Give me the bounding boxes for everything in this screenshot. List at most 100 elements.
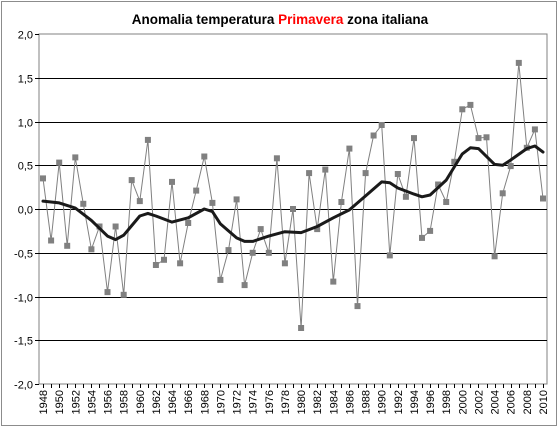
x-tick-label: 1960: [135, 390, 147, 414]
data-point: [241, 282, 248, 289]
x-tick-label: 2006: [506, 390, 518, 414]
data-point: [499, 190, 506, 197]
data-point: [281, 260, 288, 267]
data-point: [459, 106, 466, 113]
data-point: [378, 122, 385, 128]
x-tick-label: 1958: [119, 390, 131, 414]
title-prefix: Anomalia temperatura: [131, 12, 279, 27]
x-tick-label: 1996: [425, 390, 437, 414]
data-point: [169, 178, 175, 185]
x-tick-label: 1952: [70, 390, 82, 414]
data-point: [443, 199, 450, 205]
data-point: [338, 199, 345, 205]
data-point: [217, 276, 224, 283]
data-point: [136, 198, 143, 205]
data-point: [128, 177, 135, 184]
data-point: [201, 153, 208, 160]
x-tick-label: 1982: [312, 390, 324, 414]
x-tick-label: 1976: [264, 390, 276, 414]
x-tick-label: 1972: [232, 390, 244, 414]
data-point: [209, 199, 216, 206]
data-point: [225, 247, 232, 254]
data-point: [233, 196, 240, 203]
x-tick-label: 1988: [361, 390, 373, 414]
data-point: [515, 59, 522, 66]
data-point: [386, 252, 393, 259]
data-point: [72, 154, 79, 161]
data-point: [193, 187, 200, 194]
data-point: [112, 223, 119, 230]
data-point: [362, 170, 369, 177]
data-point: [475, 135, 482, 142]
x-tick-label: 1970: [215, 390, 227, 414]
data-point: [80, 200, 87, 207]
x-tick-label: 1984: [328, 390, 340, 414]
data-point: [249, 249, 256, 256]
data-point: [161, 256, 167, 263]
y-tick-label: -0,5: [14, 249, 33, 261]
data-point: [40, 175, 46, 182]
data-point: [314, 226, 321, 233]
x-tick-label: 1962: [151, 390, 163, 414]
data-point: [265, 249, 272, 256]
data-point: [322, 166, 329, 173]
x-tick-label: 1948: [38, 390, 50, 414]
data-point: [491, 253, 498, 260]
y-tick-label: 2,0: [18, 30, 33, 42]
y-tick-label: -2,0: [14, 380, 33, 392]
x-tick-label: 1974: [248, 390, 260, 414]
y-tick-label: -1,0: [14, 293, 33, 305]
x-tick-label: 1990: [377, 390, 389, 414]
x-tick-label: 1994: [409, 390, 421, 414]
title-suffix: zona italiana: [343, 12, 429, 27]
data-point: [88, 246, 95, 253]
x-tick-label: 2002: [473, 390, 485, 414]
data-point: [427, 227, 434, 234]
data-point: [152, 262, 159, 268]
data-point: [185, 220, 192, 226]
data-point: [540, 195, 546, 202]
data-point: [177, 260, 184, 267]
data-point: [120, 291, 127, 298]
title-highlight: Primavera: [278, 12, 344, 27]
data-point: [435, 181, 442, 188]
data-point: [104, 289, 111, 296]
y-tick-label: -1,5: [14, 336, 33, 348]
x-tick-label: 1950: [54, 390, 66, 414]
data-point: [354, 303, 361, 310]
data-point: [483, 134, 490, 141]
x-tick-label: 2008: [522, 390, 534, 414]
x-tick-label: 1978: [280, 390, 292, 414]
data-point: [330, 278, 337, 285]
data-point: [531, 126, 538, 133]
trend-line: [41, 144, 545, 243]
y-tick-label: 1,5: [18, 74, 33, 86]
x-tick-label: 2000: [457, 390, 469, 414]
y-tick-label: 1,0: [18, 118, 33, 130]
x-tick-label: 1968: [199, 390, 211, 414]
data-point: [64, 242, 71, 249]
chart-title: Anomalia temperatura Primavera zona ital…: [0, 12, 560, 27]
data-point: [370, 132, 377, 139]
data-point: [144, 136, 151, 143]
x-tick-label: 1964: [167, 390, 179, 414]
data-point: [346, 145, 353, 152]
data-point: [48, 237, 55, 244]
data-point: [298, 325, 305, 331]
data-point: [306, 170, 313, 177]
data-point: [394, 171, 401, 177]
x-tick-label: 1954: [86, 390, 98, 414]
x-tick-label: 2004: [490, 390, 502, 414]
data-point: [290, 206, 296, 212]
data-point: [419, 234, 425, 241]
x-tick-label: 2010: [538, 390, 550, 414]
x-tick-label: 1980: [296, 390, 308, 414]
x-tick-label: 1966: [183, 390, 195, 414]
data-point: [411, 135, 417, 142]
x-tick-label: 1998: [441, 390, 453, 414]
y-tick-label: 0,5: [18, 161, 33, 173]
x-tick-label: 1986: [344, 390, 356, 414]
data-point: [402, 193, 409, 200]
y-tick-label: 0,0: [18, 205, 33, 217]
